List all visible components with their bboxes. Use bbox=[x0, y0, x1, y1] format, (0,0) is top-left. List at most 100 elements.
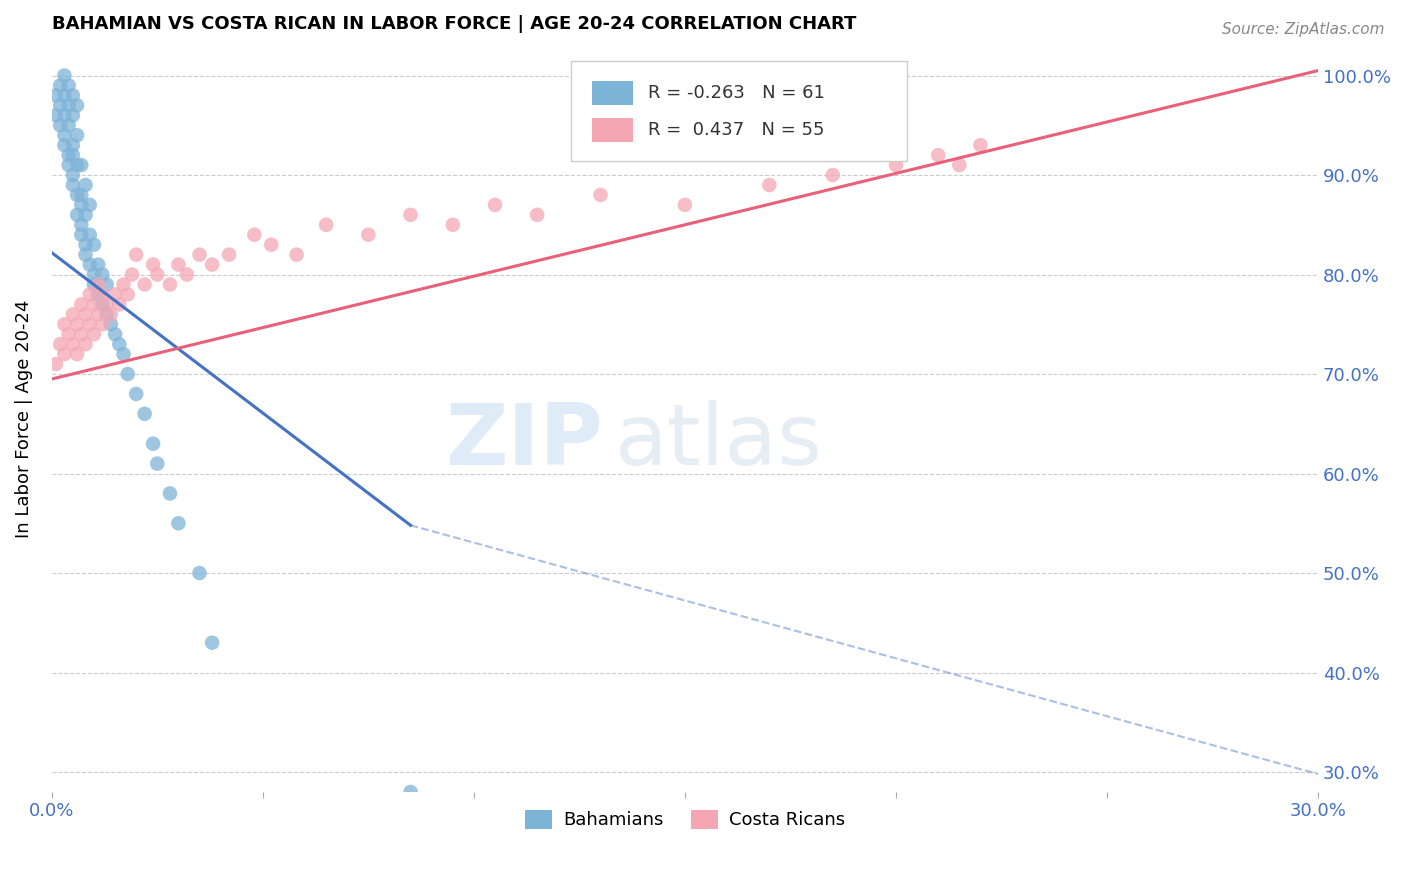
Point bbox=[285, 247, 308, 261]
Point bbox=[53, 128, 76, 143]
Point bbox=[62, 178, 84, 192]
Point bbox=[62, 138, 84, 153]
Point bbox=[53, 108, 76, 122]
Point bbox=[83, 268, 105, 282]
Point bbox=[484, 198, 506, 212]
Point bbox=[45, 357, 67, 371]
Text: R = -0.263   N = 61: R = -0.263 N = 61 bbox=[648, 84, 825, 102]
Point bbox=[100, 307, 122, 321]
Point bbox=[83, 277, 105, 292]
FancyBboxPatch shape bbox=[571, 61, 907, 161]
Point bbox=[112, 347, 135, 361]
Point bbox=[53, 318, 76, 332]
Point bbox=[58, 327, 80, 342]
Point bbox=[66, 158, 89, 172]
Point bbox=[66, 208, 89, 222]
Point bbox=[91, 287, 114, 301]
Point bbox=[96, 277, 118, 292]
Point bbox=[146, 457, 169, 471]
Point bbox=[91, 268, 114, 282]
Point bbox=[66, 98, 89, 112]
Point bbox=[243, 227, 266, 242]
Point bbox=[108, 337, 131, 351]
Point bbox=[117, 367, 139, 381]
Point bbox=[75, 208, 97, 222]
Point bbox=[70, 158, 93, 172]
Point bbox=[125, 247, 148, 261]
Text: Source: ZipAtlas.com: Source: ZipAtlas.com bbox=[1222, 22, 1385, 37]
Point bbox=[70, 327, 93, 342]
Point bbox=[100, 318, 122, 332]
Point bbox=[62, 88, 84, 103]
Point bbox=[45, 88, 67, 103]
Point bbox=[96, 307, 118, 321]
Point bbox=[87, 277, 110, 292]
Text: R =  0.437   N = 55: R = 0.437 N = 55 bbox=[648, 121, 825, 139]
Point bbox=[75, 237, 97, 252]
Point bbox=[91, 318, 114, 332]
Point bbox=[167, 516, 190, 531]
FancyBboxPatch shape bbox=[592, 81, 633, 104]
Point bbox=[58, 98, 80, 112]
Point bbox=[53, 138, 76, 153]
Point bbox=[96, 297, 118, 311]
Point bbox=[176, 268, 198, 282]
Point bbox=[70, 227, 93, 242]
Point bbox=[49, 337, 72, 351]
Point bbox=[673, 198, 696, 212]
Point bbox=[62, 168, 84, 182]
Point bbox=[49, 118, 72, 132]
Point bbox=[62, 108, 84, 122]
Point bbox=[83, 297, 105, 311]
Point bbox=[58, 118, 80, 132]
Point bbox=[75, 247, 97, 261]
Point bbox=[108, 297, 131, 311]
Point bbox=[969, 138, 991, 153]
Point bbox=[142, 258, 165, 272]
Point bbox=[58, 158, 80, 172]
Point bbox=[87, 307, 110, 321]
Point bbox=[66, 188, 89, 202]
Point bbox=[66, 128, 89, 143]
Point bbox=[58, 148, 80, 162]
Point bbox=[53, 347, 76, 361]
Point bbox=[201, 636, 224, 650]
Point bbox=[315, 218, 337, 232]
Point bbox=[201, 258, 224, 272]
Point bbox=[91, 297, 114, 311]
Point bbox=[79, 198, 101, 212]
Point bbox=[104, 327, 127, 342]
Point bbox=[134, 277, 156, 292]
Point bbox=[159, 277, 181, 292]
Legend: Bahamians, Costa Ricans: Bahamians, Costa Ricans bbox=[517, 803, 852, 837]
FancyBboxPatch shape bbox=[592, 118, 633, 142]
Point bbox=[87, 258, 110, 272]
Point bbox=[70, 198, 93, 212]
Point bbox=[62, 148, 84, 162]
Point bbox=[75, 337, 97, 351]
Point bbox=[79, 287, 101, 301]
Point bbox=[79, 227, 101, 242]
Point bbox=[70, 218, 93, 232]
Text: ZIP: ZIP bbox=[444, 400, 603, 483]
Point bbox=[188, 247, 211, 261]
Point bbox=[142, 436, 165, 450]
Point bbox=[357, 227, 380, 242]
Point bbox=[218, 247, 240, 261]
Point bbox=[526, 208, 548, 222]
Point bbox=[758, 178, 780, 192]
Point bbox=[121, 268, 143, 282]
Point bbox=[821, 168, 844, 182]
Point bbox=[58, 78, 80, 93]
Point bbox=[62, 307, 84, 321]
Point bbox=[70, 188, 93, 202]
Point bbox=[927, 148, 949, 162]
Point bbox=[62, 337, 84, 351]
Point bbox=[112, 277, 135, 292]
Point bbox=[134, 407, 156, 421]
Point bbox=[188, 566, 211, 580]
Point bbox=[45, 108, 67, 122]
Point bbox=[117, 287, 139, 301]
Point bbox=[948, 158, 970, 172]
Point bbox=[66, 347, 89, 361]
